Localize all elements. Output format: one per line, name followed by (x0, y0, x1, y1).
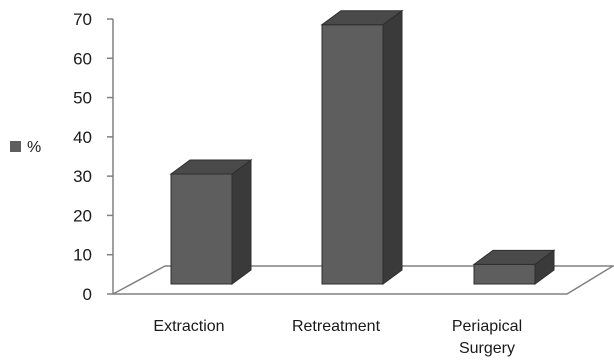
legend: % (10, 139, 41, 156)
bar-3 (472, 249, 556, 285)
y-tick-label: 0 (83, 285, 92, 304)
y-tick-label: 50 (73, 89, 92, 108)
bar-front (321, 24, 384, 285)
y-tick-label: 20 (73, 206, 92, 225)
y-tick-label: 60 (73, 49, 92, 68)
bar-1 (169, 159, 253, 285)
bar-top (472, 249, 556, 265)
bar-2 (320, 9, 404, 285)
bar-front (170, 173, 233, 285)
y-tick-label: 10 (73, 246, 92, 265)
category-label: Extraction (153, 318, 224, 335)
x-axis-labels: Extraction Retreatment Periapical Surgery (153, 318, 522, 357)
bars (169, 9, 556, 285)
category-label: Retreatment (292, 318, 381, 335)
y-tick-label: 70 (73, 10, 92, 29)
y-tick-label: 40 (73, 128, 92, 147)
bar-front (473, 263, 536, 285)
bar-side (382, 9, 403, 285)
y-tick-label: 30 (73, 167, 92, 186)
y-axis: 0 10 20 30 40 50 60 70 (73, 10, 114, 304)
legend-label: % (27, 139, 41, 156)
legend-swatch (10, 141, 21, 152)
bar-top (320, 10, 404, 26)
bar-side (231, 159, 252, 285)
category-label: Periapical Surgery (452, 318, 522, 357)
bar-top (169, 159, 253, 175)
